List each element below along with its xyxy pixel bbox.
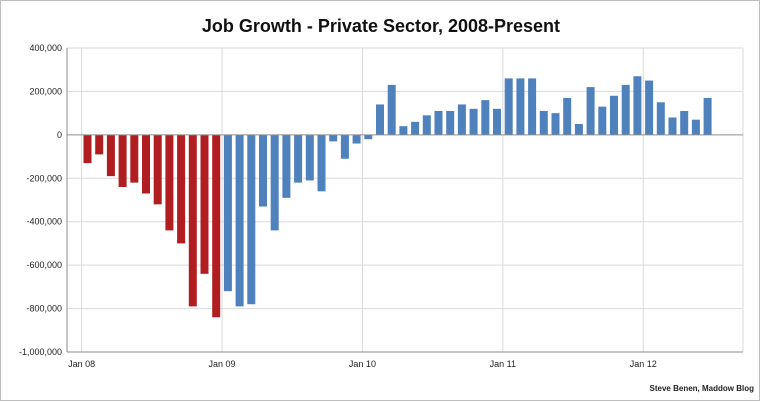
bar [481,100,490,135]
bar [235,134,244,307]
bar [469,108,478,135]
bar [270,134,279,231]
axes [66,48,743,353]
bar [259,134,267,207]
bar [504,78,513,135]
bars [83,76,712,318]
bar [633,76,642,135]
bar [212,134,221,318]
y-tick-label: -800,000 [26,304,62,314]
bar [399,126,408,135]
bar [680,110,689,135]
bar [516,78,525,135]
bar [118,134,127,187]
y-tick-label: -400,000 [26,217,62,227]
y-tick-label: -1,000,000 [19,347,62,357]
bar [329,134,338,142]
y-tick-label: 200,000 [29,86,62,96]
bar [340,134,349,159]
bar [610,95,618,135]
bar [691,119,700,135]
bar [551,113,560,135]
bar [598,106,607,135]
x-tick-label: Jan 12 [630,359,657,369]
x-tick-label: Jan 09 [209,359,236,369]
bar [83,134,92,164]
bar [574,124,583,135]
bar [188,134,197,307]
bar [142,134,150,194]
bar [703,97,712,135]
bar [422,115,431,135]
bar [130,134,139,183]
y-tick-label: 0 [57,130,62,140]
y-tick-labels: 400,000 200,000 0 -200,000 -400,000 -600,000 -… [19,43,62,357]
bar [563,97,572,135]
y-tick-label: -600,000 [26,260,62,270]
bar [656,102,665,135]
bar [621,84,630,135]
x-tick-label: Jan 11 [490,359,516,369]
bar [95,134,104,155]
x-tick-label: Jan 08 [68,359,95,369]
bar [376,104,384,135]
bar [539,110,548,135]
bar [177,134,186,244]
bar [387,84,396,135]
bar [294,134,303,183]
x-tick-labels: Jan 08 Jan 09 Jan 10 Jan 11 Jan 12 [68,359,657,369]
bar [364,134,373,140]
bar [645,80,654,135]
bar [106,134,115,177]
x-tick-label: Jan 10 [349,359,376,369]
bar [247,134,256,305]
bar [586,87,595,135]
bar [282,134,291,198]
bar [305,134,314,181]
bar [457,104,466,135]
bar [434,110,443,135]
bar [493,108,501,135]
y-tick-label: -200,000 [26,173,62,183]
bar [223,134,232,292]
bar [668,117,677,135]
chart-title: Job Growth - Private Sector, 2008-Presen… [202,16,560,36]
bar [528,78,537,135]
bar [200,134,209,274]
bar [153,134,162,205]
bar [317,134,326,192]
y-tick-label: 400,000 [29,43,62,53]
bar [446,110,455,135]
bar [352,134,361,144]
chart-credit: Steve Benen, Maddow Blog [650,384,755,393]
bar [411,121,420,135]
bar [165,134,174,231]
